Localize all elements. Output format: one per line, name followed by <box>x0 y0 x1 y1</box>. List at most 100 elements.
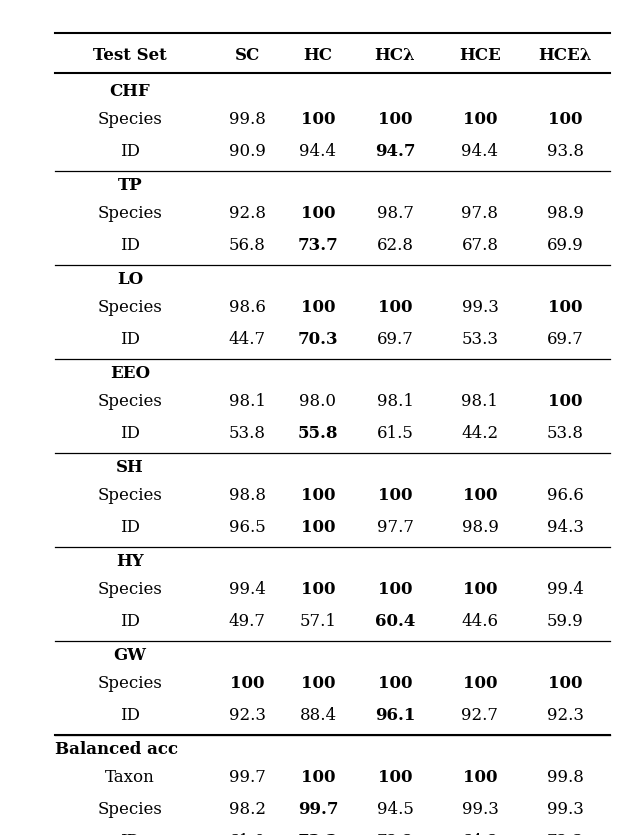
Text: 98.0: 98.0 <box>300 392 337 409</box>
Text: 92.3: 92.3 <box>547 706 584 723</box>
Text: 100: 100 <box>548 298 582 316</box>
Text: 93.8: 93.8 <box>547 143 584 159</box>
Text: 100: 100 <box>463 487 497 504</box>
Text: 62.8: 62.8 <box>376 236 413 254</box>
Text: 61.0: 61.0 <box>228 832 266 835</box>
Text: 100: 100 <box>378 580 412 598</box>
Text: 100: 100 <box>463 675 497 691</box>
Text: 100: 100 <box>301 768 335 786</box>
Text: 94.5: 94.5 <box>376 801 413 817</box>
Text: 98.6: 98.6 <box>228 298 266 316</box>
Text: 96.6: 96.6 <box>547 487 584 504</box>
Text: 88.4: 88.4 <box>300 706 337 723</box>
Text: 98.1: 98.1 <box>461 392 499 409</box>
Text: 69.9: 69.9 <box>547 236 584 254</box>
Text: 55.8: 55.8 <box>298 424 339 442</box>
Text: 56.8: 56.8 <box>228 236 266 254</box>
Text: 100: 100 <box>301 519 335 535</box>
Text: ID: ID <box>120 706 140 723</box>
Text: 98.9: 98.9 <box>547 205 584 221</box>
Text: CHF: CHF <box>109 83 150 99</box>
Text: HC: HC <box>303 47 333 63</box>
Text: ID: ID <box>120 832 140 835</box>
Text: 92.3: 92.3 <box>228 706 266 723</box>
Text: Test Set: Test Set <box>93 47 167 63</box>
Text: 97.8: 97.8 <box>461 205 499 221</box>
Text: 100: 100 <box>301 580 335 598</box>
Text: 99.3: 99.3 <box>461 801 499 817</box>
Text: 100: 100 <box>378 487 412 504</box>
Text: 99.8: 99.8 <box>228 110 266 128</box>
Text: 96.1: 96.1 <box>375 706 415 723</box>
Text: 100: 100 <box>301 205 335 221</box>
Text: 70.3: 70.3 <box>298 331 339 347</box>
Text: GW: GW <box>113 646 147 664</box>
Text: Species: Species <box>97 110 163 128</box>
Text: 59.9: 59.9 <box>547 613 584 630</box>
Text: 100: 100 <box>301 298 335 316</box>
Text: 53.8: 53.8 <box>547 424 584 442</box>
Text: 53.8: 53.8 <box>228 424 266 442</box>
Text: 98.8: 98.8 <box>228 487 266 504</box>
Text: 98.9: 98.9 <box>461 519 499 535</box>
Text: EEO: EEO <box>110 365 150 382</box>
Text: 67.8: 67.8 <box>461 236 499 254</box>
Text: 94.3: 94.3 <box>547 519 584 535</box>
Text: Species: Species <box>97 801 163 817</box>
Text: 98.7: 98.7 <box>376 205 413 221</box>
Text: 100: 100 <box>548 392 582 409</box>
Text: 99.3: 99.3 <box>547 801 584 817</box>
Text: 92.8: 92.8 <box>228 205 266 221</box>
Text: 44.6: 44.6 <box>461 613 499 630</box>
Text: 94.4: 94.4 <box>461 143 499 159</box>
Text: 99.4: 99.4 <box>228 580 266 598</box>
Text: HCλ: HCλ <box>374 47 415 63</box>
Text: 53.3: 53.3 <box>461 331 499 347</box>
Text: Species: Species <box>97 580 163 598</box>
Text: 97.7: 97.7 <box>376 519 413 535</box>
Text: 72.3: 72.3 <box>547 832 584 835</box>
Text: 98.1: 98.1 <box>376 392 413 409</box>
Text: ID: ID <box>120 331 140 347</box>
Text: 94.7: 94.7 <box>375 143 415 159</box>
Text: HY: HY <box>116 553 144 569</box>
Text: Species: Species <box>97 205 163 221</box>
Text: Species: Species <box>97 487 163 504</box>
Text: ID: ID <box>120 613 140 630</box>
Text: 72.2: 72.2 <box>376 832 413 835</box>
Text: 94.4: 94.4 <box>300 143 337 159</box>
Text: 73.2: 73.2 <box>298 832 339 835</box>
Text: 100: 100 <box>301 110 335 128</box>
Text: 99.4: 99.4 <box>547 580 584 598</box>
Text: 100: 100 <box>378 298 412 316</box>
Text: 99.7: 99.7 <box>298 801 339 817</box>
Text: Taxon: Taxon <box>105 768 155 786</box>
Text: 99.7: 99.7 <box>228 768 266 786</box>
Text: 100: 100 <box>378 768 412 786</box>
Text: 92.7: 92.7 <box>461 706 499 723</box>
Text: 100: 100 <box>463 768 497 786</box>
Text: 100: 100 <box>548 675 582 691</box>
Text: 100: 100 <box>548 110 582 128</box>
Text: 100: 100 <box>378 110 412 128</box>
Text: Species: Species <box>97 298 163 316</box>
Text: ID: ID <box>120 424 140 442</box>
Text: 100: 100 <box>301 675 335 691</box>
Text: 99.8: 99.8 <box>547 768 584 786</box>
Text: 100: 100 <box>463 110 497 128</box>
Text: SC: SC <box>234 47 260 63</box>
Text: 100: 100 <box>301 487 335 504</box>
Text: 61.5: 61.5 <box>376 424 413 442</box>
Text: 69.7: 69.7 <box>547 331 584 347</box>
Text: SH: SH <box>116 458 144 475</box>
Text: 73.7: 73.7 <box>298 236 339 254</box>
Text: HCE: HCE <box>459 47 501 63</box>
Text: 60.4: 60.4 <box>375 613 415 630</box>
Text: 69.7: 69.7 <box>376 331 413 347</box>
Text: 49.7: 49.7 <box>228 613 266 630</box>
Text: 96.5: 96.5 <box>228 519 266 535</box>
Text: 100: 100 <box>378 675 412 691</box>
Text: TP: TP <box>118 176 142 194</box>
Text: 57.1: 57.1 <box>300 613 337 630</box>
Text: 98.1: 98.1 <box>228 392 266 409</box>
